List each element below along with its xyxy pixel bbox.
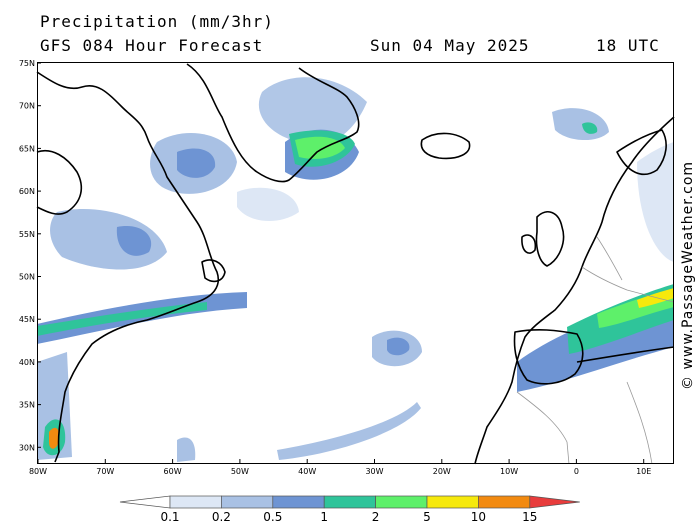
precip-area [277, 402, 421, 460]
latitude-axis: 75N 70N 65N 60N 55N 50N 45N 40N 35N 30N [19, 59, 41, 452]
legend-swatch [529, 495, 580, 509]
precip-area [177, 437, 196, 462]
scandinavia-coast [616, 129, 667, 176]
precip-area [295, 136, 345, 159]
legend-swatch [426, 495, 479, 509]
lat-tick-label: 70N [19, 102, 35, 111]
lon-tick-label: 70W [96, 467, 114, 476]
precip-area [237, 187, 299, 222]
legend-swatch [272, 495, 325, 509]
legend-swatch [478, 495, 531, 509]
lat-tick-label: 65N [19, 144, 35, 153]
lat-tick-label: 55N [19, 230, 35, 239]
legend-label: 10 [471, 510, 486, 524]
lon-tick-label: 30W [365, 467, 383, 476]
legend-label: 5 [423, 510, 431, 524]
lat-tick-label: 40N [19, 358, 35, 367]
forecast-time: 18 UTC [596, 36, 660, 55]
lat-tick-label: 75N [19, 59, 35, 68]
greenland-coast [186, 63, 360, 183]
precip-area [582, 122, 598, 134]
precip-area [37, 302, 207, 336]
lat-tick-label: 60N [19, 187, 35, 196]
hudson-bay-coast [36, 150, 83, 215]
lon-tick-label: 50W [231, 467, 249, 476]
mediterranean-coast [576, 346, 675, 363]
iceland-coast [420, 132, 471, 160]
legend-label: 0.1 [160, 510, 179, 524]
legend-label: 1 [320, 510, 328, 524]
legend-label: 2 [372, 510, 380, 524]
lat-tick-label: 50N [19, 273, 35, 282]
map-title: Precipitation (mm/3hr) [40, 12, 274, 31]
precipitation-map: 75N 70N 65N 60N 55N 50N 45N 40N 35N 30N 80W 70W 60W… [19, 59, 675, 476]
legend-swatch [169, 495, 222, 509]
lon-tick-label: 40W [298, 467, 316, 476]
precip-area [49, 427, 60, 449]
legend-swatch [221, 495, 274, 509]
lat-tick-label: 30N [19, 443, 35, 452]
map-frame [37, 62, 674, 464]
forecast-date: Sun 04 May 2025 [370, 36, 530, 55]
legend-label: 0.5 [263, 510, 282, 524]
country-border [516, 391, 570, 465]
lat-tick-label: 35N [19, 401, 35, 410]
lon-tick-label: 10E [636, 467, 651, 476]
precipitation-layer [37, 77, 674, 462]
lon-tick-label: 60W [164, 467, 182, 476]
borders [516, 236, 675, 465]
lon-tick-label: 80W [29, 467, 47, 476]
country-border [596, 236, 623, 281]
country-border [626, 381, 653, 465]
credit-watermark: © www.PassageWeather.com [680, 160, 696, 390]
iberia-coast [513, 329, 584, 385]
legend-label: 0.2 [212, 510, 231, 524]
lat-tick-label: 45N [19, 315, 35, 324]
british-isles-coast [535, 211, 565, 267]
precip-area [116, 226, 152, 256]
legend-swatch [119, 495, 171, 509]
north-america-coast [36, 71, 219, 463]
precip-area [637, 142, 674, 262]
europe-coast [474, 116, 675, 465]
legend-label: 15 [522, 510, 537, 524]
precip-area [387, 337, 410, 356]
coastlines [36, 63, 675, 465]
precip-area [258, 77, 367, 145]
lon-tick-label: 10W [500, 467, 518, 476]
legend-swatch [323, 495, 376, 509]
precip-area [637, 288, 674, 308]
color-legend: 0.1 0.2 0.5 1 2 5 10 15 [119, 495, 580, 524]
forecast-label: GFS 084 Hour Forecast [40, 36, 264, 55]
ireland-coast [521, 234, 537, 254]
newfoundland-coast [201, 259, 226, 283]
lon-tick-label: 20W [433, 467, 451, 476]
lon-tick-label: 0 [574, 467, 579, 476]
legend-swatch [375, 495, 428, 509]
precip-area [177, 148, 216, 178]
country-border [581, 266, 675, 303]
